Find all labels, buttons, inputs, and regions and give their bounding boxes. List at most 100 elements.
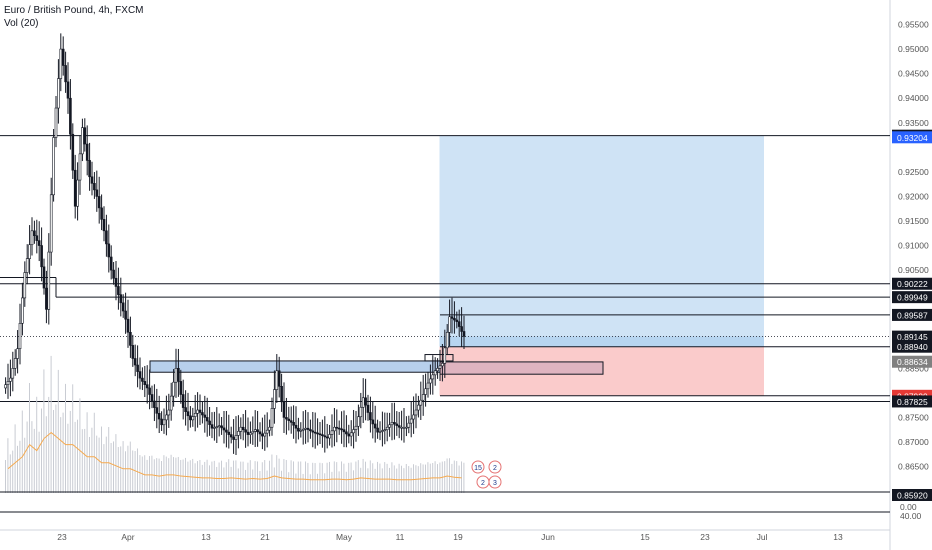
candle-body[interactable] bbox=[378, 431, 382, 433]
candle-body[interactable] bbox=[253, 429, 257, 432]
candle-body[interactable] bbox=[340, 428, 343, 431]
candle-body[interactable] bbox=[114, 277, 118, 287]
candle-body[interactable] bbox=[354, 425, 358, 430]
candle-body[interactable] bbox=[184, 407, 187, 412]
candle-body[interactable] bbox=[100, 207, 103, 220]
candle-body[interactable] bbox=[313, 431, 317, 434]
candle-body[interactable] bbox=[376, 427, 379, 433]
candle-body[interactable] bbox=[436, 368, 439, 372]
candle-body[interactable] bbox=[203, 414, 207, 418]
candle-body[interactable] bbox=[57, 78, 60, 109]
candle-body[interactable] bbox=[426, 382, 430, 390]
candle-body[interactable] bbox=[222, 427, 226, 431]
candle-body[interactable] bbox=[421, 394, 425, 401]
candle-body[interactable] bbox=[270, 408, 274, 428]
candle-body[interactable] bbox=[112, 269, 115, 279]
candle-body[interactable] bbox=[64, 65, 67, 83]
candle-body[interactable] bbox=[328, 434, 331, 439]
candle-body[interactable] bbox=[402, 426, 406, 429]
candle-body[interactable] bbox=[217, 425, 221, 428]
candle-body[interactable] bbox=[119, 294, 123, 304]
candle-body[interactable] bbox=[414, 409, 418, 416]
candle-body[interactable] bbox=[16, 348, 19, 359]
candle-body[interactable] bbox=[78, 153, 82, 181]
candle-body[interactable] bbox=[76, 179, 79, 207]
candle-body[interactable] bbox=[124, 310, 127, 320]
candle-body[interactable] bbox=[18, 322, 22, 349]
candle-body[interactable] bbox=[23, 272, 27, 299]
candle-body[interactable] bbox=[357, 416, 360, 427]
candle-body[interactable] bbox=[301, 428, 305, 431]
candle-body[interactable] bbox=[88, 160, 91, 178]
candle-body[interactable] bbox=[107, 243, 111, 258]
candle-body[interactable] bbox=[448, 316, 451, 333]
candle-body[interactable] bbox=[383, 429, 387, 431]
candle-body[interactable] bbox=[433, 370, 437, 376]
candle-body[interactable] bbox=[345, 431, 348, 435]
candle-body[interactable] bbox=[412, 414, 415, 420]
candle-body[interactable] bbox=[28, 244, 31, 259]
supply-zone-box[interactable] bbox=[439, 361, 604, 375]
candle-body[interactable] bbox=[395, 423, 399, 426]
candle-body[interactable] bbox=[381, 430, 384, 432]
candle-body[interactable] bbox=[220, 425, 223, 429]
candle-body[interactable] bbox=[292, 422, 295, 426]
candle-body[interactable] bbox=[179, 381, 183, 395]
candle-body[interactable] bbox=[69, 97, 72, 135]
candle-body[interactable] bbox=[227, 431, 231, 435]
candle-body[interactable] bbox=[49, 194, 53, 253]
candle-body[interactable] bbox=[196, 409, 199, 414]
candle-body[interactable] bbox=[225, 429, 228, 433]
candle-body[interactable] bbox=[309, 429, 312, 432]
candle-body[interactable] bbox=[13, 358, 17, 369]
candle-body[interactable] bbox=[33, 230, 36, 237]
candle-body[interactable] bbox=[311, 430, 315, 433]
candle-body[interactable] bbox=[186, 411, 190, 417]
candle-body[interactable] bbox=[289, 420, 293, 423]
candle-body[interactable] bbox=[126, 318, 130, 333]
candle-body[interactable] bbox=[431, 374, 435, 380]
candle-body[interactable] bbox=[455, 319, 459, 322]
candle-body[interactable] bbox=[4, 384, 7, 389]
candle-body[interactable] bbox=[441, 363, 444, 367]
candle-body[interactable] bbox=[136, 364, 139, 372]
candle-body[interactable] bbox=[71, 133, 75, 171]
candle-body[interactable] bbox=[129, 331, 132, 346]
candle-body[interactable] bbox=[177, 368, 180, 382]
candle-body[interactable] bbox=[208, 420, 211, 425]
candle-body[interactable] bbox=[102, 219, 106, 232]
candle-body[interactable] bbox=[409, 418, 413, 424]
candle-body[interactable] bbox=[261, 433, 264, 437]
candle-body[interactable] bbox=[131, 345, 135, 359]
candle-body[interactable] bbox=[133, 358, 137, 366]
candle-body[interactable] bbox=[323, 435, 327, 438]
candle-body[interactable] bbox=[201, 412, 204, 416]
candle-body[interactable] bbox=[407, 422, 411, 428]
candle-body[interactable] bbox=[349, 432, 353, 437]
candle-body[interactable] bbox=[361, 397, 365, 408]
candle-body[interactable] bbox=[215, 426, 219, 428]
candle-body[interactable] bbox=[9, 377, 12, 382]
candle-body[interactable] bbox=[61, 48, 65, 66]
candle-body[interactable] bbox=[342, 429, 346, 433]
candle-body[interactable] bbox=[244, 429, 247, 433]
candle-body[interactable] bbox=[424, 388, 427, 395]
candle-body[interactable] bbox=[121, 302, 125, 312]
candle-body[interactable] bbox=[450, 316, 454, 319]
candle-body[interactable] bbox=[117, 286, 120, 295]
candle-body[interactable] bbox=[239, 426, 243, 432]
candle-body[interactable] bbox=[30, 230, 34, 246]
candle-body[interactable] bbox=[52, 137, 55, 196]
event-badge[interactable] bbox=[488, 475, 502, 489]
candle-body[interactable] bbox=[373, 423, 377, 429]
demand-zone-box[interactable] bbox=[149, 360, 441, 373]
candle-body[interactable] bbox=[397, 425, 401, 428]
candle-body[interactable] bbox=[364, 397, 367, 406]
candle-body[interactable] bbox=[258, 431, 262, 435]
candle-body[interactable] bbox=[325, 436, 329, 439]
candle-body[interactable] bbox=[11, 368, 15, 379]
candle-body[interactable] bbox=[438, 365, 442, 369]
candle-body[interactable] bbox=[181, 394, 185, 408]
candle-body[interactable] bbox=[287, 418, 291, 421]
candle-body[interactable] bbox=[66, 81, 70, 99]
